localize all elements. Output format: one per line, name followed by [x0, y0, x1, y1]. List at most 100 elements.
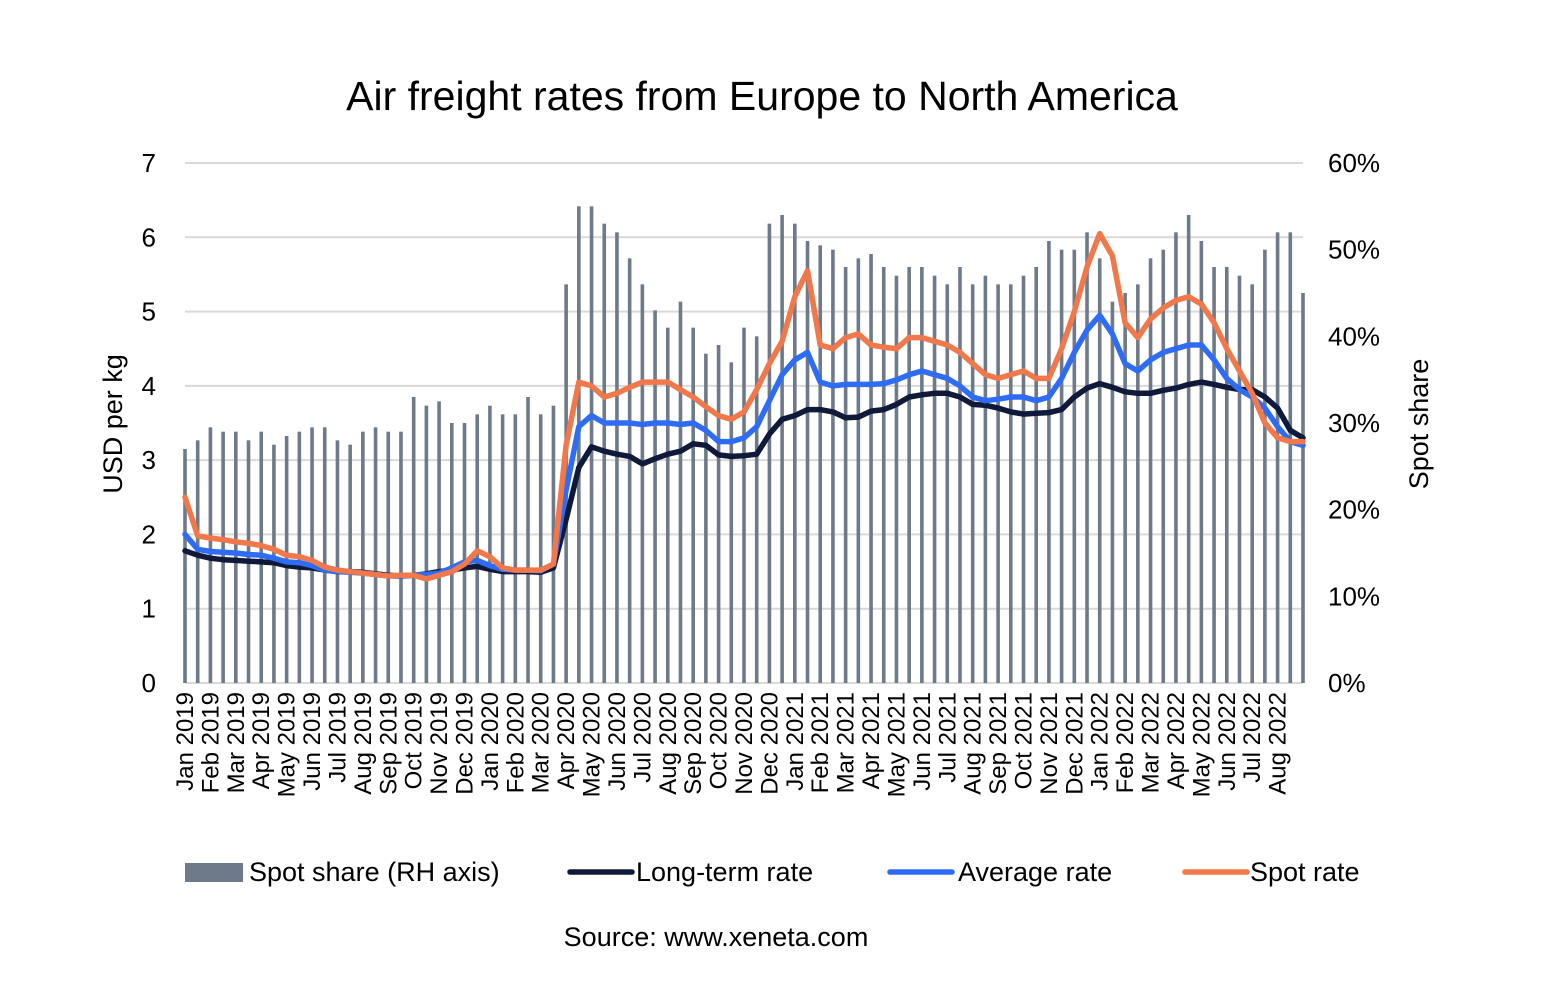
spot-share-bar: [1250, 284, 1254, 683]
spot-share-bar: [678, 301, 683, 683]
spot-share-bar: [818, 245, 823, 684]
spot-share-bar: [1021, 275, 1026, 683]
spot-share-bar: [881, 267, 886, 683]
spot-share-bar: [831, 249, 835, 683]
x-tick-label: Apr 2022: [1163, 692, 1190, 789]
spot-share-bar: [1212, 267, 1216, 683]
spot-share-bar: [856, 258, 861, 683]
spot-share-bar: [793, 223, 797, 683]
spot-share-bar: [742, 327, 746, 683]
spot-share-bar: [1110, 301, 1115, 683]
x-tick-label: Apr 2020: [553, 692, 580, 789]
legend-label: Long-term rate: [636, 857, 813, 887]
y-tick-label: 5: [142, 297, 156, 327]
spot-share-bar: [767, 223, 772, 683]
spot-share-bar: [1136, 284, 1140, 683]
spot-share-bar: [843, 267, 848, 683]
y2-tick-label: 50%: [1328, 235, 1380, 265]
x-tick-label: Aug 2020: [655, 692, 682, 795]
x-tick-label: Jan 2020: [477, 692, 504, 791]
x-tick-label: Jul 2019: [324, 692, 351, 783]
spot-share-bar: [526, 397, 530, 683]
x-tick-label: Dec 2020: [756, 692, 783, 795]
spot-share-bar: [894, 275, 899, 683]
spot-share-bar: [373, 427, 378, 683]
spot-share-bar: [996, 284, 1000, 683]
y-tick-label: 3: [142, 445, 156, 475]
y2-axis-label: Spot share: [1404, 359, 1434, 490]
y-tick-label: 2: [142, 519, 156, 549]
x-tick-label: Sep 2021: [985, 692, 1012, 795]
spot-share-bar: [869, 254, 873, 683]
x-tick-label: Feb 2019: [197, 692, 224, 793]
x-tick-label: Jun 2022: [1214, 692, 1241, 791]
spot-share-bar: [1047, 241, 1051, 683]
spot-share-bar: [716, 345, 721, 683]
spot-share-bar: [348, 444, 352, 683]
spot-share-bar: [665, 327, 670, 683]
spot-share-bar: [1199, 241, 1204, 683]
x-tick-label: Jun 2021: [909, 692, 936, 791]
spot-share-bar: [805, 241, 810, 683]
y2-tick-label: 30%: [1328, 408, 1380, 438]
x-tick-label: May 2019: [274, 692, 301, 797]
y2-tick-label: 60%: [1328, 148, 1380, 178]
x-tick-label: Dec 2019: [452, 692, 479, 795]
x-tick-label: Aug 2021: [960, 692, 987, 795]
spot-share-bar: [335, 440, 340, 683]
spot-share-bar: [183, 449, 187, 683]
x-tick-label: Mar 2021: [833, 692, 860, 793]
spot-share-bar: [1174, 232, 1178, 684]
spot-share-bar: [449, 423, 454, 683]
x-tick-label: Jun 2019: [299, 692, 326, 791]
spot-share-bar: [424, 405, 429, 683]
spot-share-bar: [361, 431, 365, 683]
y-tick-label: 4: [142, 371, 156, 401]
y2-tick-label: 0%: [1328, 668, 1366, 698]
spot-share-bar: [500, 414, 505, 683]
spot-share-bar: [310, 427, 314, 683]
spot-share-bar: [932, 275, 937, 683]
source-note: Source: www.xeneta.com: [564, 922, 869, 952]
x-tick-label: Jul 2022: [1239, 692, 1266, 783]
legend-swatch-bar: [185, 863, 243, 882]
x-tick-label: Mar 2022: [1138, 692, 1165, 793]
x-tick-label: May 2022: [1188, 692, 1215, 797]
spot-share-bar: [1263, 249, 1267, 683]
chart-title: Air freight rates from Europe to North A…: [346, 73, 1178, 119]
x-tick-label: Jan 2022: [1087, 692, 1114, 791]
spot-share-bar: [1288, 232, 1293, 684]
spot-share-bar: [704, 353, 708, 683]
spot-share-bar: [1148, 258, 1153, 683]
x-tick-label: Dec 2021: [1061, 692, 1088, 795]
spot-share-bar: [437, 401, 441, 683]
spot-share-bar: [1275, 232, 1280, 684]
rate-lines: [182, 230, 1306, 582]
spot-share-bar: [399, 431, 403, 683]
x-tick-label: Jul 2021: [934, 692, 961, 783]
spot-share-bar: [1072, 249, 1077, 683]
y2-tick-label: 10%: [1328, 581, 1380, 611]
spot-share-bar: [577, 206, 581, 684]
spot-share-bar: [729, 362, 734, 683]
legend-label: Spot rate: [1250, 857, 1360, 887]
spot-share-bar: [754, 336, 759, 683]
spot-share-bar: [1034, 267, 1039, 683]
spot-share-bar: [1085, 232, 1089, 684]
x-tick-label: Sep 2020: [680, 692, 707, 795]
spot-share-bar: [627, 258, 632, 683]
spot-share-bar: [970, 284, 975, 683]
spot-share-bar: [411, 397, 416, 683]
right-axis-ticks: 0% 10% 20% 30% 40% 50% 60%: [1328, 148, 1380, 698]
spot-share-bar: [691, 327, 695, 683]
x-tick-label: Aug 2019: [350, 692, 377, 795]
y-tick-label: 6: [142, 222, 156, 252]
spot-share-bar: [1008, 284, 1013, 683]
spot-share-bar: [615, 232, 619, 684]
spot-share-bar: [1224, 267, 1229, 683]
x-tick-label: Jan 2021: [782, 692, 809, 791]
x-tick-label: Oct 2019: [401, 692, 428, 789]
spot-share-bar: [234, 431, 238, 683]
